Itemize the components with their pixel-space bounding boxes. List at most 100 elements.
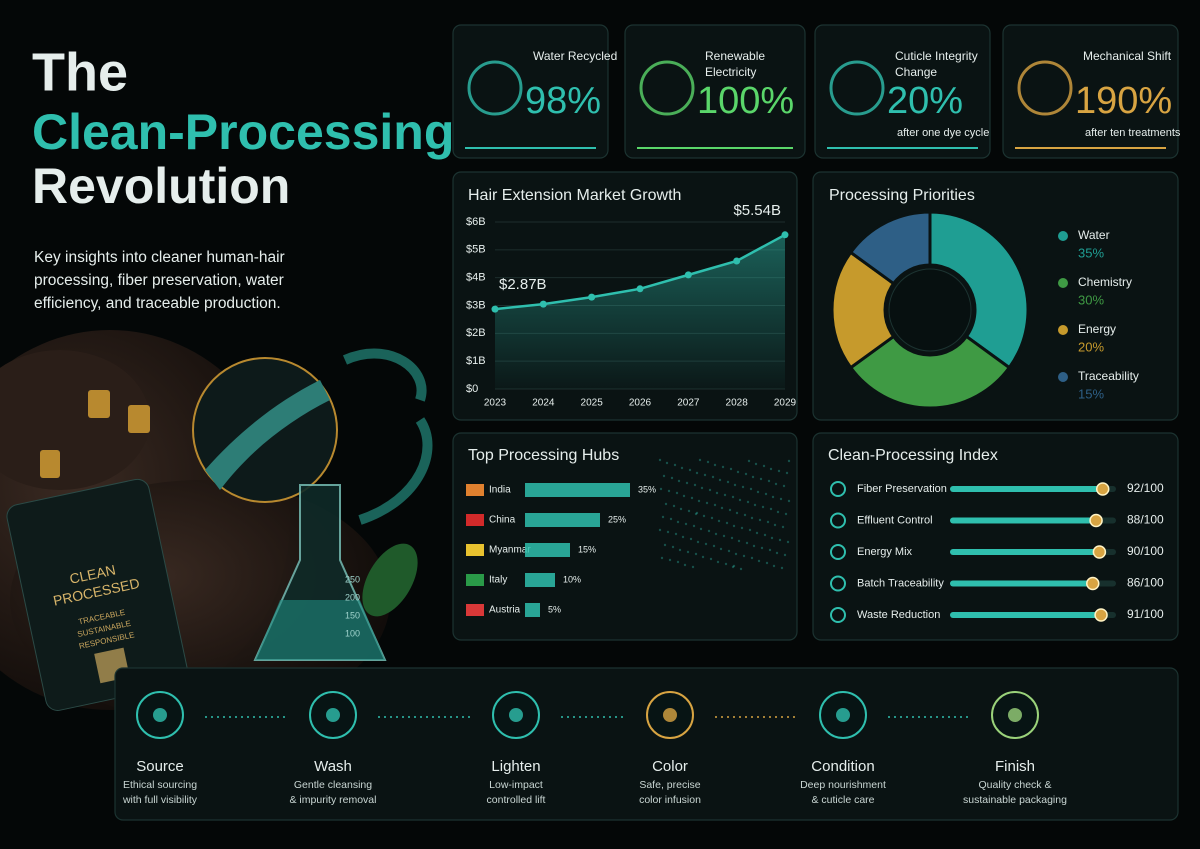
map-dot [710, 516, 714, 520]
map-dot [740, 526, 744, 530]
map-dot [749, 487, 753, 491]
map-dot [785, 471, 789, 475]
map-dot [683, 563, 687, 567]
map-dot [713, 503, 717, 507]
step-desc: & cuticle care [811, 794, 874, 806]
step-glyph [663, 708, 677, 722]
value-label: $5.54B [733, 202, 781, 219]
step-glyph [153, 708, 167, 722]
kpi-icon [829, 60, 885, 116]
value-label: 35% [1078, 245, 1104, 260]
legend-label: Energy [1078, 322, 1116, 336]
title-line: The [32, 42, 128, 102]
kpi-value: 98% [525, 80, 601, 122]
value-label: 30% [1078, 292, 1104, 307]
map-dot [771, 495, 775, 499]
map-dot [685, 481, 689, 485]
subtitle-line: efficiency, and traceable production. [34, 295, 281, 312]
index-icon [830, 481, 846, 497]
kpi-label: Renewable [705, 49, 765, 63]
category-label: Energy Mix [857, 546, 913, 558]
map-dot [673, 463, 677, 467]
map-dot [676, 520, 680, 524]
map-dot [728, 508, 732, 512]
flag [466, 484, 484, 496]
bar [525, 573, 555, 587]
bar-knob [1089, 513, 1103, 528]
point [539, 300, 547, 308]
panel [814, 24, 991, 159]
map-dot [682, 494, 686, 498]
map-dot [676, 560, 680, 564]
map-dot [702, 514, 706, 518]
map-dot [735, 511, 739, 515]
map-dot [698, 458, 702, 462]
map-dot [705, 501, 709, 505]
map-dot [759, 477, 763, 481]
map-dot [766, 520, 770, 524]
map-dot [715, 491, 719, 495]
map-dot [668, 558, 672, 562]
area [495, 234, 785, 389]
map-dot [752, 544, 756, 548]
step-glyph [836, 708, 850, 722]
bar-knob [1086, 576, 1100, 591]
panel [1002, 24, 1179, 159]
map-dot [659, 487, 663, 491]
map-dot [763, 533, 767, 537]
step-desc: Quality check & [979, 779, 1052, 791]
value-label: 90/100 [1127, 544, 1164, 558]
map-dot [777, 469, 781, 473]
beaker-illustration [253, 484, 418, 661]
map-dot [674, 532, 678, 536]
map-dot [725, 521, 729, 525]
map-dot [787, 499, 791, 503]
kpi-value: 190% [1075, 80, 1172, 122]
map-dot [775, 551, 779, 555]
legend-swatch [1058, 278, 1068, 288]
kpi-label: Electricity [705, 65, 756, 79]
pie-slice [848, 334, 1012, 410]
map-dot [786, 540, 790, 544]
y-tick-label: $2B [466, 327, 486, 339]
bar [525, 543, 570, 557]
map-dot [743, 513, 747, 517]
map-dot [675, 491, 679, 495]
point [588, 293, 596, 301]
step-desc: controlled lift [487, 794, 546, 806]
step-title: Condition [811, 758, 874, 775]
map-dot [727, 549, 731, 553]
step-desc: Low-impact [489, 779, 543, 791]
map-dot [758, 518, 762, 522]
point [781, 231, 789, 239]
map-dot [738, 498, 742, 502]
map-dot [701, 555, 705, 559]
value-label: 15% [1078, 386, 1104, 401]
bar-knob [1094, 608, 1108, 622]
beaker-mark: 150 [345, 610, 360, 620]
map-dot [704, 542, 708, 546]
flag [466, 604, 484, 616]
map-dot [772, 564, 776, 568]
map-dot [694, 552, 698, 556]
map-dot [686, 550, 690, 554]
map-dot [671, 545, 675, 549]
map-dot [699, 527, 703, 531]
map-dot [718, 478, 722, 482]
map-dot [778, 538, 782, 542]
pie-center [888, 268, 972, 352]
y-tick-label: $4B [466, 272, 486, 284]
map-dot [776, 510, 780, 514]
bar [525, 483, 630, 497]
map-dot [696, 540, 700, 544]
map-dot [714, 532, 718, 536]
category-label: Italy [489, 575, 507, 586]
value-label: 15% [578, 544, 596, 554]
y-tick-label: $3B [466, 299, 486, 311]
map-dot [731, 495, 735, 499]
bar [525, 603, 540, 617]
map-dot [716, 560, 720, 564]
map-dot [697, 499, 701, 503]
map-dot [694, 512, 698, 516]
